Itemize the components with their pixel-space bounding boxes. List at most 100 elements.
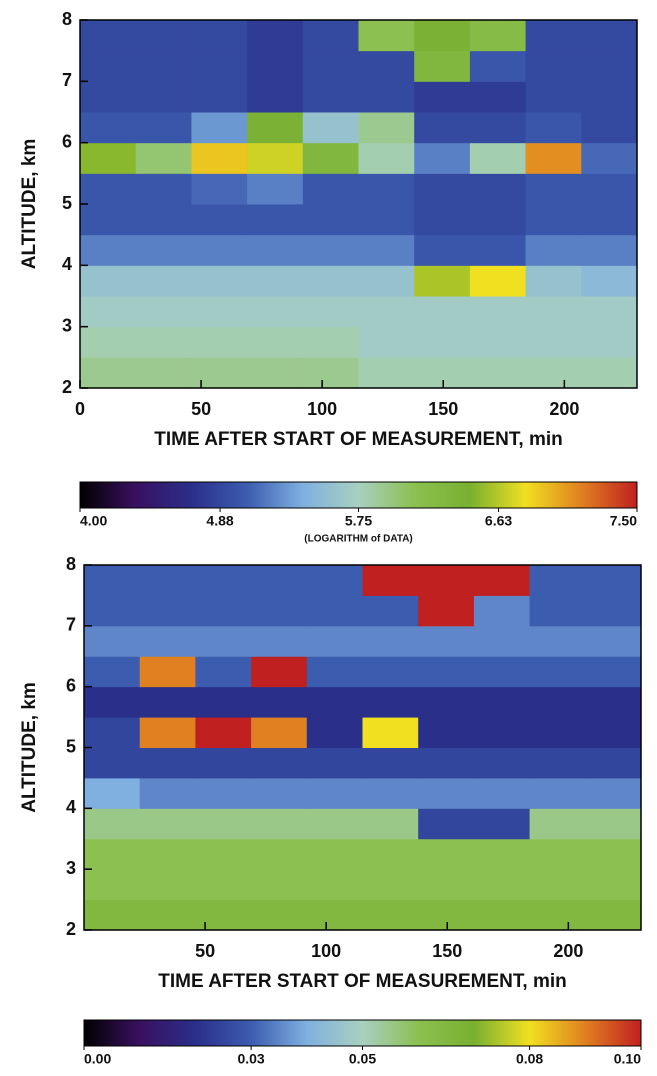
heat-cell: [418, 625, 475, 657]
x-axis-title: TIME AFTER START OF MEASUREMENT, min: [154, 429, 563, 450]
heat-cell: [581, 326, 638, 358]
heat-cell: [585, 625, 642, 657]
heat-cell: [525, 296, 582, 328]
y-tick-label: 8: [62, 9, 72, 29]
heat-cell: [247, 326, 304, 358]
heat-cell: [585, 899, 642, 931]
heat-cell: [418, 777, 475, 809]
heat-cell: [418, 565, 475, 596]
heat-cell: [251, 777, 308, 809]
heat-cell: [247, 357, 304, 389]
y-tick-label: 2: [62, 377, 72, 397]
heat-cell: [247, 20, 304, 52]
heat-cell: [306, 869, 363, 901]
heat-cell: [469, 357, 527, 389]
x-tick-label: 150: [428, 399, 458, 419]
heat-cell: [306, 565, 363, 596]
heat-cell: [525, 265, 582, 297]
heat-cell: [80, 50, 137, 82]
heat-cell: [135, 20, 192, 52]
heat-cell: [358, 81, 415, 113]
heat-cell: [414, 50, 471, 82]
heat-cell: [529, 869, 586, 901]
heat-cell: [191, 204, 248, 236]
y-tick-label: 2: [66, 919, 76, 939]
heat-cell: [191, 81, 248, 113]
heat-cell: [191, 173, 248, 205]
heat-cell: [473, 656, 531, 688]
heat-cell: [135, 204, 192, 236]
heat-cell: [80, 204, 137, 236]
colorbar-tick-label: 0.10: [614, 1051, 641, 1067]
heat-cell: [585, 777, 642, 809]
heat-cell: [80, 234, 137, 266]
heat-cell: [306, 656, 363, 688]
heat-cell: [414, 204, 471, 236]
heat-cell: [84, 869, 141, 901]
heat-cell: [302, 326, 359, 358]
heat-cell: [251, 899, 308, 931]
x-tick-label: 200: [549, 399, 579, 419]
heat-cell: [529, 808, 586, 840]
heat-cell: [195, 869, 252, 901]
heat-cell: [581, 112, 638, 144]
heat-cell: [306, 747, 363, 779]
heat-cell: [139, 686, 196, 718]
x-tick-label: 100: [311, 941, 341, 961]
heat-cell: [469, 173, 527, 205]
heat-cell: [302, 112, 359, 144]
heat-cell: [191, 112, 248, 144]
x-tick-label: 100: [307, 399, 337, 419]
heat-cell: [418, 595, 475, 627]
heat-cell: [473, 808, 531, 840]
heat-cell: [525, 204, 582, 236]
heat-cell: [525, 112, 582, 144]
heat-cell: [302, 296, 359, 328]
heat-cell: [84, 656, 141, 688]
colorbar-tick-label: 0.05: [349, 1051, 376, 1067]
heat-cell: [135, 81, 192, 113]
heat-cell: [362, 808, 419, 840]
heat-cell: [362, 656, 419, 688]
heat-cell: [581, 173, 638, 205]
heat-cell: [251, 565, 308, 596]
heat-cell: [414, 142, 471, 174]
heat-cell: [585, 808, 642, 840]
y-tick-label: 3: [62, 315, 72, 335]
heat-cell: [84, 838, 141, 870]
heat-cell: [84, 686, 141, 718]
heat-cell: [191, 296, 248, 328]
heat-cell: [195, 899, 252, 931]
x-tick-label: 200: [553, 941, 583, 961]
heat-cell: [302, 173, 359, 205]
heat-cell: [585, 869, 642, 901]
heat-cell: [195, 717, 252, 748]
heat-cell: [362, 899, 419, 931]
heat-cell: [473, 565, 531, 596]
heat-cell: [195, 747, 252, 779]
heat-cell: [135, 173, 192, 205]
heat-cell: [135, 234, 192, 266]
y-tick-label: 5: [62, 193, 72, 213]
heat-cell: [358, 112, 415, 144]
heat-cell: [414, 326, 471, 358]
x-tick-label: 150: [432, 941, 462, 961]
heat-cell: [414, 81, 471, 113]
heat-cell: [302, 20, 359, 52]
y-tick-label: 4: [62, 254, 72, 274]
heat-cell: [191, 20, 248, 52]
heat-cell: [195, 838, 252, 870]
heat-cell: [247, 234, 304, 266]
heat-cell: [195, 565, 252, 596]
heat-cell: [362, 595, 419, 627]
heat-cell: [358, 204, 415, 236]
heat-cell: [581, 20, 638, 52]
heat-cell: [135, 112, 192, 144]
heat-cell: [247, 112, 304, 144]
heat-cell: [191, 50, 248, 82]
heat-cell: [525, 50, 582, 82]
heat-cell: [358, 265, 415, 297]
heat-cell: [414, 296, 471, 328]
heat-cell: [191, 357, 248, 389]
heat-cell: [135, 142, 192, 174]
